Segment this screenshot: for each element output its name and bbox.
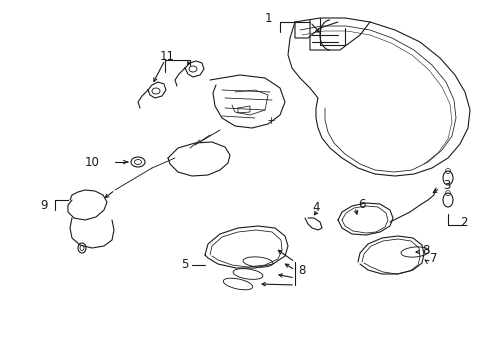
Text: 1: 1 (264, 12, 271, 24)
Text: 5: 5 (180, 258, 187, 271)
Text: 9: 9 (41, 198, 48, 212)
Text: 4: 4 (311, 201, 319, 213)
Text: 8: 8 (421, 243, 428, 256)
Text: 10: 10 (85, 156, 100, 168)
Text: 8: 8 (297, 264, 305, 276)
Text: 2: 2 (459, 216, 467, 229)
Text: 3: 3 (442, 179, 449, 192)
Text: 7: 7 (429, 252, 437, 266)
Text: 6: 6 (357, 198, 365, 211)
Text: 11: 11 (160, 50, 175, 63)
